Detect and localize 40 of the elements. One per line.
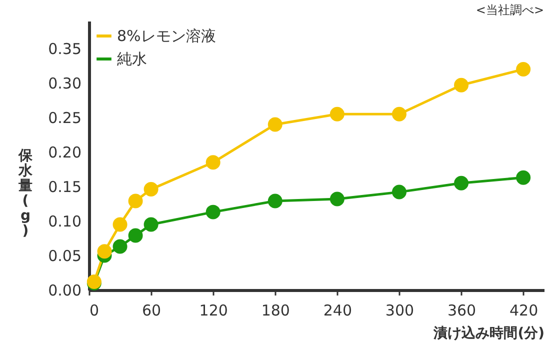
point — [516, 170, 531, 185]
y-tick-label: 0.25 — [48, 109, 82, 128]
point — [330, 192, 344, 206]
point — [128, 194, 143, 208]
x-axis-title: 漬け込み時間(分) — [432, 326, 544, 342]
y-tick-label: 0.00 — [48, 282, 82, 300]
point — [112, 239, 128, 254]
x-tick-label: 240 — [323, 302, 352, 320]
x-tick-label: 0 — [90, 302, 100, 320]
x-tick-label: 300 — [385, 302, 414, 320]
point — [97, 244, 112, 259]
y-tick-label: 0.30 — [48, 74, 82, 93]
text: <当社調べ> — [476, 3, 544, 17]
y-tick-label: 0.35 — [48, 40, 82, 58]
point — [516, 62, 531, 77]
x-tick-label: 360 — [447, 302, 476, 320]
point — [268, 117, 282, 132]
point — [112, 217, 128, 232]
point — [330, 106, 344, 122]
point — [268, 194, 282, 208]
x-tick-label: 420 — [510, 302, 538, 320]
y-tick-label: 0.20 — [48, 144, 82, 162]
point — [392, 184, 406, 200]
point — [454, 78, 469, 92]
y-tick-label: 0.15 — [48, 178, 82, 196]
x-tick-label: 180 — [261, 302, 290, 320]
point — [206, 204, 220, 220]
point — [128, 228, 143, 243]
x-tick-label: 60 — [142, 302, 162, 320]
point — [392, 106, 406, 122]
y-tick-label: 0.10 — [48, 212, 82, 231]
y-tick-label: 0.05 — [48, 247, 82, 266]
y-axis-title: 保水量(g) — [18, 148, 34, 239]
legend-label: 8%レモン溶液 — [117, 27, 216, 45]
point — [454, 176, 469, 190]
legend-label: 純水 — [117, 50, 147, 68]
x-tick-label: 120 — [199, 302, 228, 320]
point — [144, 217, 158, 232]
point — [206, 155, 220, 170]
point — [144, 182, 158, 197]
